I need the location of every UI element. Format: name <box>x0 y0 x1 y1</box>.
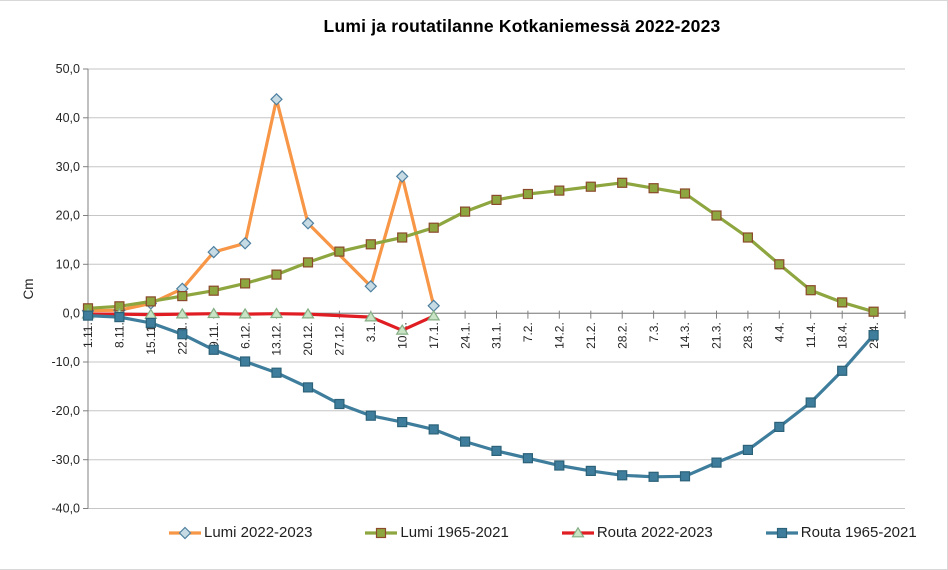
series-routa-1965-2021[interactable] <box>82 310 879 482</box>
svg-text:27.12.: 27.12. <box>333 322 347 355</box>
svg-text:50,0: 50,0 <box>56 62 80 76</box>
svg-text:14.2.: 14.2. <box>553 322 567 349</box>
svg-text:40,0: 40,0 <box>56 111 80 125</box>
svg-text:-20,0: -20,0 <box>52 404 81 418</box>
gridlines <box>88 68 905 509</box>
legend-label-routa-2022-2023: Routa 2022-2023 <box>596 524 713 541</box>
svg-text:30,0: 30,0 <box>56 160 80 174</box>
legend-item-lumi-2022-2023[interactable]: Lumi 2022-2023 <box>168 524 312 541</box>
svg-text:28.3.: 28.3. <box>741 322 755 349</box>
svg-text:31.1.: 31.1. <box>490 322 504 349</box>
svg-text:13.12.: 13.12. <box>270 322 284 355</box>
legend-item-lumi-1965-2021[interactable]: Lumi 1965-2021 <box>364 524 509 541</box>
svg-text:-10,0: -10,0 <box>52 355 81 369</box>
svg-text:7.2.: 7.2. <box>521 322 535 342</box>
svg-text:17.1.: 17.1. <box>427 322 441 349</box>
svg-text:28.2.: 28.2. <box>615 322 629 349</box>
svg-text:6.12.: 6.12. <box>238 322 252 349</box>
svg-text:15.11.: 15.11. <box>144 322 158 354</box>
svg-text:-40,0: -40,0 <box>52 502 81 516</box>
svg-text:0,0: 0,0 <box>63 306 80 320</box>
chart-legend: Lumi 2022-2023 Lumi 1965-2021 Routa 2022… <box>168 524 917 541</box>
series-lumi-1965-2021[interactable] <box>82 177 879 317</box>
x-axis: 1.11.8.11.15.11.22.11.29.11.6.12.13.12.2… <box>81 310 906 356</box>
legend-label-lumi-1965-2021: Lumi 1965-2021 <box>400 524 509 541</box>
svg-text:4.4.: 4.4. <box>773 322 787 342</box>
chart-title: Lumi ja routatilanne Kotkaniemessä 2022-… <box>323 16 721 36</box>
legend-label-lumi-2022-2023: Lumi 2022-2023 <box>204 524 313 541</box>
svg-text:7.3.: 7.3. <box>647 322 661 342</box>
legend-marker-lumi-2022-2023 <box>169 526 201 539</box>
svg-text:Cm: Cm <box>21 279 36 300</box>
svg-text:1.11.: 1.11. <box>81 322 95 348</box>
svg-text:20.12.: 20.12. <box>301 322 315 355</box>
svg-text:24.1.: 24.1. <box>458 322 472 349</box>
svg-text:3.1.: 3.1. <box>364 322 378 342</box>
series-lumi-2022-2023[interactable] <box>81 92 441 318</box>
legend-marker-lumi-1965-2021 <box>365 527 398 538</box>
legend-item-routa-1965-2021[interactable]: Routa 1965-2021 <box>765 524 917 541</box>
svg-text:18.4.: 18.4. <box>835 322 849 349</box>
legend-item-routa-2022-2023[interactable]: Routa 2022-2023 <box>561 524 713 541</box>
svg-text:10,0: 10,0 <box>56 258 80 272</box>
legend-marker-routa-2022-2023 <box>561 526 594 537</box>
svg-text:21.2.: 21.2. <box>584 322 598 349</box>
legend-marker-routa-1965-2021 <box>765 527 798 538</box>
y-axis-title: Cm <box>21 279 36 300</box>
svg-text:14.3.: 14.3. <box>678 322 692 349</box>
legend-label-routa-1965-2021: Routa 1965-2021 <box>800 524 917 541</box>
series-routa-2022-2023[interactable] <box>81 307 441 335</box>
svg-text:20,0: 20,0 <box>56 209 80 223</box>
svg-text:21.3.: 21.3. <box>710 322 724 349</box>
y-axis: 50,0 40,0 30,0 20,0 10,0 0,0 -10,0 -20,0 -30,0 -4… <box>52 62 89 516</box>
svg-text:8.11.: 8.11. <box>113 322 127 348</box>
svg-text:-30,0: -30,0 <box>52 453 81 467</box>
svg-text:11.4.: 11.4. <box>804 322 818 348</box>
